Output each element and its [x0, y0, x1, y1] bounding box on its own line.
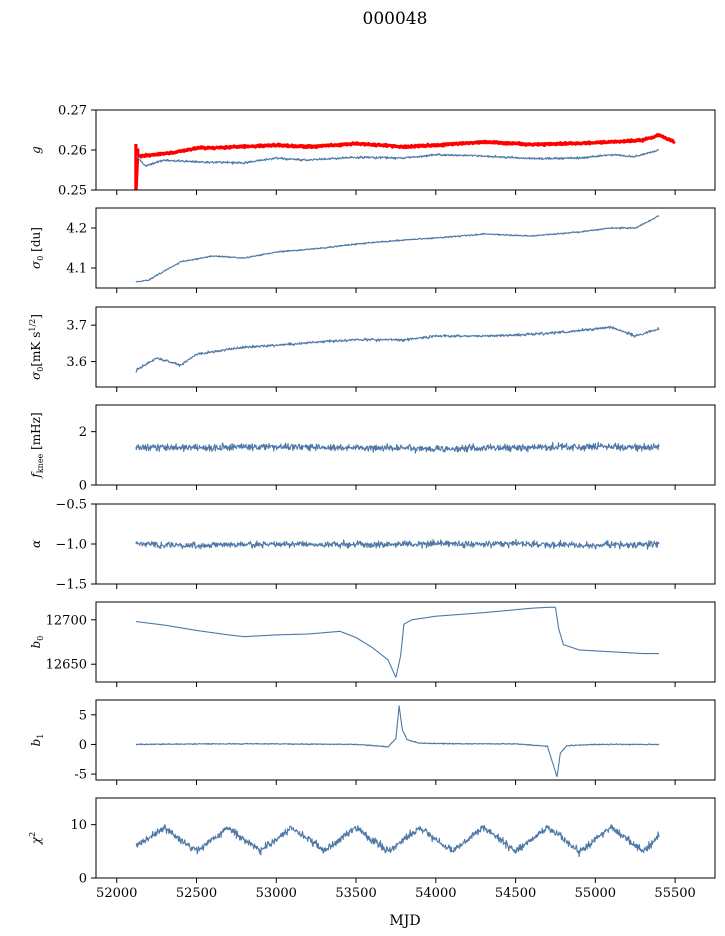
y-tick-label-5-3: −0.5: [55, 498, 87, 513]
panel-5: −1.5 −1.0 −0.5 α: [29, 498, 716, 593]
x-axis-label: MJD: [389, 913, 420, 929]
y-tick-label-1-3: 0.27: [58, 104, 87, 119]
x-tick-label-6: 54500: [495, 886, 536, 901]
y-tick-label-7-3: 5: [79, 708, 87, 723]
y-tick-label-6-2: 12700: [46, 613, 87, 628]
y-tick-label-2-2: 4.2: [66, 222, 87, 237]
panel-1: 0.25 0.26 0.27 g: [29, 104, 716, 199]
panel-3: 3.6 3.7 σ0[mK s1/2]: [28, 306, 716, 392]
panel-frame-6: [95, 601, 716, 683]
svg-text:α: α: [29, 540, 43, 548]
x-tick-label-1: 52000: [96, 886, 137, 901]
panels: 0.25 0.26 0.27 g 4.1 4.2 σ0 [du] 3.6 3.7 σ0[mK s1…: [28, 104, 716, 901]
y-tick-label-5-2: −1.0: [55, 538, 87, 553]
y-tick-label-8-1: 0: [79, 872, 87, 887]
svg-text:fknee [mHz]: fknee [mHz]: [29, 412, 45, 478]
x-tick-label-4: 53500: [335, 886, 376, 901]
svg-text:b0: b0: [29, 636, 45, 649]
series-line-5-1: [135, 538, 660, 550]
svg-text:σ0 [du]: σ0 [du]: [29, 227, 45, 269]
x-tick-label-7: 55000: [575, 886, 616, 901]
y-tick-label-6-1: 12650: [46, 658, 87, 673]
y-tick-label-7-2: 0: [79, 738, 87, 753]
y-tick-label-1-2: 0.26: [58, 144, 87, 159]
panel-frame-7: [95, 699, 716, 781]
x-tick-label-8: 55500: [654, 886, 695, 901]
svg-text:b1: b1: [29, 734, 45, 747]
figure-title: 000048: [363, 9, 428, 29]
y-tick-label-8-2: 10: [70, 818, 87, 833]
svg-text:g: g: [29, 146, 43, 154]
panel-8: 0 10 52000 52500 53000 53500 54000 54500 55000 55…: [28, 797, 716, 901]
x-tick-label-5: 54000: [415, 886, 456, 901]
panel-frame-2: [95, 207, 716, 289]
series-line-1-1: [134, 133, 676, 190]
svg-text:σ0[mK s1/2]: σ0[mK s1/2]: [28, 314, 45, 380]
y-axis-label-6: b0: [29, 636, 45, 649]
panel-frame-8: [95, 797, 716, 879]
y-tick-label-3-2: 3.7: [66, 319, 87, 334]
y-tick-label-4-2: 2: [79, 425, 87, 440]
x-tick-label-2: 52500: [176, 886, 217, 901]
y-axis-label-7: b1: [29, 734, 45, 747]
y-axis-label-5: α: [29, 540, 43, 548]
y-axis-label-8: χ2: [28, 832, 43, 845]
series-line-6-1: [135, 606, 660, 678]
y-tick-label-5-1: −1.5: [55, 578, 87, 593]
y-axis-label-1: g: [29, 146, 43, 154]
y-axis-label-3: σ0[mK s1/2]: [28, 314, 45, 380]
panel-2: 4.1 4.2 σ0 [du]: [29, 207, 716, 293]
series-line-2-1: [135, 215, 660, 283]
y-tick-label-7-1: -5: [74, 768, 87, 783]
y-tick-label-2-1: 4.1: [66, 262, 87, 277]
series-line-8-1: [135, 824, 660, 858]
series-line-4-1: [135, 441, 660, 454]
y-tick-label-4-1: 0: [79, 479, 87, 494]
svg-text:χ2: χ2: [28, 832, 43, 845]
series-line-1-2: [135, 149, 660, 167]
x-tick-label-3: 53000: [256, 886, 297, 901]
series-line-3-1: [135, 325, 660, 373]
series-line-7-1: [135, 705, 660, 777]
y-tick-label-3-1: 3.6: [66, 355, 87, 370]
y-tick-label-1-1: 0.25: [58, 184, 87, 199]
panel-frame-4: [95, 404, 716, 486]
panel-7: -5 0 5 b1: [29, 699, 716, 785]
y-axis-label-2: σ0 [du]: [29, 227, 45, 269]
panel-frame-3: [95, 306, 716, 388]
panel-4: 0 2 fknee [mHz]: [29, 404, 716, 494]
y-axis-label-4: fknee [mHz]: [29, 412, 45, 478]
